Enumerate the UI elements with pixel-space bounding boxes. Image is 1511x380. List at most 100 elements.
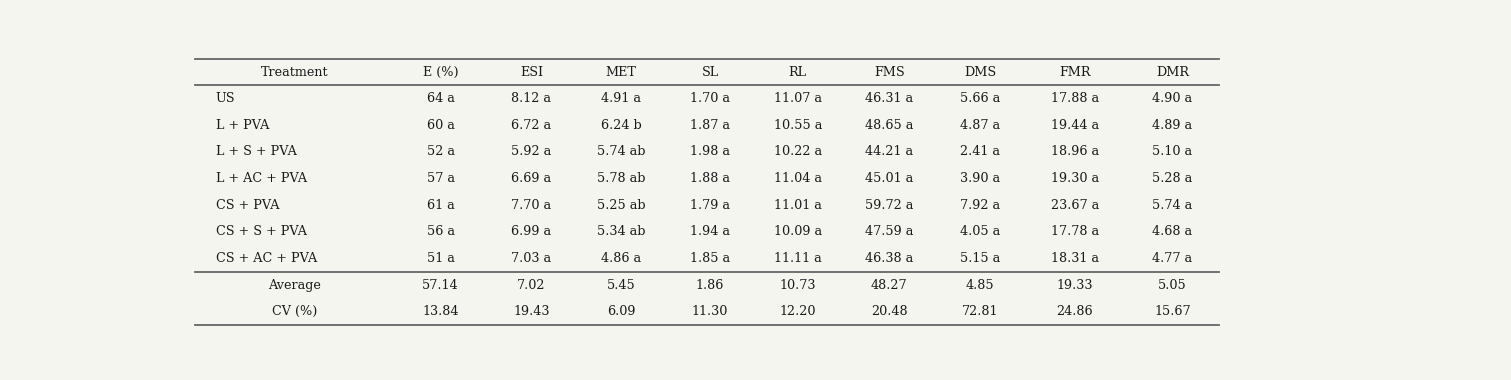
Text: 61 a: 61 a [426, 199, 455, 212]
Text: 51 a: 51 a [426, 252, 455, 265]
Text: 7.92 a: 7.92 a [959, 199, 1000, 212]
Text: 4.91 a: 4.91 a [601, 92, 641, 105]
Text: 23.67 a: 23.67 a [1050, 199, 1098, 212]
Text: 1.88 a: 1.88 a [691, 172, 730, 185]
Text: 72.81: 72.81 [961, 305, 999, 318]
Text: 12.20: 12.20 [780, 305, 816, 318]
Text: 59.72 a: 59.72 a [864, 199, 913, 212]
Text: 6.99 a: 6.99 a [511, 225, 552, 238]
Text: 10.22 a: 10.22 a [774, 146, 822, 158]
Text: L + S + PVA: L + S + PVA [216, 146, 296, 158]
Text: 5.78 ab: 5.78 ab [597, 172, 645, 185]
Text: 1.94 a: 1.94 a [691, 225, 730, 238]
Text: FMR: FMR [1059, 66, 1091, 79]
Text: 4.68 a: 4.68 a [1153, 225, 1192, 238]
Text: 46.38 a: 46.38 a [864, 252, 913, 265]
Text: 6.24 b: 6.24 b [600, 119, 641, 132]
Text: 1.87 a: 1.87 a [691, 119, 730, 132]
Text: 5.25 ab: 5.25 ab [597, 199, 645, 212]
Text: 1.85 a: 1.85 a [691, 252, 730, 265]
Text: 6.09: 6.09 [607, 305, 635, 318]
Text: 57.14: 57.14 [423, 279, 459, 291]
Text: US: US [216, 92, 236, 105]
Text: 5.45: 5.45 [606, 279, 635, 291]
Text: 1.70 a: 1.70 a [691, 92, 730, 105]
Text: 5.10 a: 5.10 a [1153, 146, 1192, 158]
Text: 5.15 a: 5.15 a [959, 252, 1000, 265]
Text: FMS: FMS [873, 66, 905, 79]
Text: 24.86: 24.86 [1056, 305, 1092, 318]
Text: 5.74 a: 5.74 a [1153, 199, 1192, 212]
Text: SL: SL [701, 66, 719, 79]
Text: 11.11 a: 11.11 a [774, 252, 822, 265]
Text: Average: Average [267, 279, 320, 291]
Text: 4.89 a: 4.89 a [1153, 119, 1192, 132]
Text: DMR: DMR [1156, 66, 1189, 79]
Text: 10.09 a: 10.09 a [774, 225, 822, 238]
Text: 1.86: 1.86 [695, 279, 724, 291]
Text: 5.66 a: 5.66 a [959, 92, 1000, 105]
Text: 5.92 a: 5.92 a [511, 146, 552, 158]
Text: 19.43: 19.43 [514, 305, 550, 318]
Text: 3.90 a: 3.90 a [959, 172, 1000, 185]
Text: 45.01 a: 45.01 a [864, 172, 913, 185]
Text: 19.44 a: 19.44 a [1050, 119, 1098, 132]
Text: 56 a: 56 a [426, 225, 455, 238]
Text: CV (%): CV (%) [272, 305, 317, 318]
Text: 19.30 a: 19.30 a [1050, 172, 1098, 185]
Text: 5.05: 5.05 [1157, 279, 1188, 291]
Text: 4.77 a: 4.77 a [1153, 252, 1192, 265]
Text: CS + AC + PVA: CS + AC + PVA [216, 252, 317, 265]
Text: 57 a: 57 a [426, 172, 455, 185]
Text: ESI: ESI [520, 66, 542, 79]
Text: 48.27: 48.27 [870, 279, 908, 291]
Text: 4.85: 4.85 [966, 279, 994, 291]
Text: 13.84: 13.84 [423, 305, 459, 318]
Text: 11.01 a: 11.01 a [774, 199, 822, 212]
Text: 19.33: 19.33 [1056, 279, 1092, 291]
Text: 5.34 ab: 5.34 ab [597, 225, 645, 238]
Text: 64 a: 64 a [426, 92, 455, 105]
Text: 52 a: 52 a [426, 146, 455, 158]
Text: 1.98 a: 1.98 a [691, 146, 730, 158]
Text: RL: RL [789, 66, 807, 79]
Text: 5.74 ab: 5.74 ab [597, 146, 645, 158]
Text: 46.31 a: 46.31 a [866, 92, 913, 105]
Text: 60 a: 60 a [426, 119, 455, 132]
Text: 44.21 a: 44.21 a [866, 146, 913, 158]
Text: 4.86 a: 4.86 a [601, 252, 641, 265]
Text: 11.07 a: 11.07 a [774, 92, 822, 105]
Text: 20.48: 20.48 [870, 305, 908, 318]
Text: 1.79 a: 1.79 a [691, 199, 730, 212]
Text: MET: MET [606, 66, 636, 79]
Text: 17.78 a: 17.78 a [1050, 225, 1098, 238]
Text: 15.67: 15.67 [1154, 305, 1191, 318]
Text: CS + S + PVA: CS + S + PVA [216, 225, 307, 238]
Text: 4.05 a: 4.05 a [959, 225, 1000, 238]
Text: 7.03 a: 7.03 a [511, 252, 552, 265]
Text: 11.04 a: 11.04 a [774, 172, 822, 185]
Text: 18.96 a: 18.96 a [1050, 146, 1098, 158]
Text: CS + PVA: CS + PVA [216, 199, 280, 212]
Text: 4.87 a: 4.87 a [959, 119, 1000, 132]
Text: L + AC + PVA: L + AC + PVA [216, 172, 307, 185]
Text: 10.73: 10.73 [780, 279, 816, 291]
Text: L + PVA: L + PVA [216, 119, 269, 132]
Text: 7.02: 7.02 [517, 279, 545, 291]
Text: 18.31 a: 18.31 a [1050, 252, 1098, 265]
Text: 11.30: 11.30 [692, 305, 728, 318]
Text: 6.69 a: 6.69 a [511, 172, 552, 185]
Text: 6.72 a: 6.72 a [511, 119, 552, 132]
Text: 5.28 a: 5.28 a [1153, 172, 1192, 185]
Text: Treatment: Treatment [260, 66, 328, 79]
Text: 10.55 a: 10.55 a [774, 119, 822, 132]
Text: DMS: DMS [964, 66, 996, 79]
Text: 7.70 a: 7.70 a [511, 199, 552, 212]
Text: 2.41 a: 2.41 a [959, 146, 1000, 158]
Text: E (%): E (%) [423, 66, 458, 79]
Text: 4.90 a: 4.90 a [1153, 92, 1192, 105]
Text: 47.59 a: 47.59 a [864, 225, 913, 238]
Text: 48.65 a: 48.65 a [864, 119, 913, 132]
Text: 17.88 a: 17.88 a [1050, 92, 1098, 105]
Text: 8.12 a: 8.12 a [511, 92, 552, 105]
